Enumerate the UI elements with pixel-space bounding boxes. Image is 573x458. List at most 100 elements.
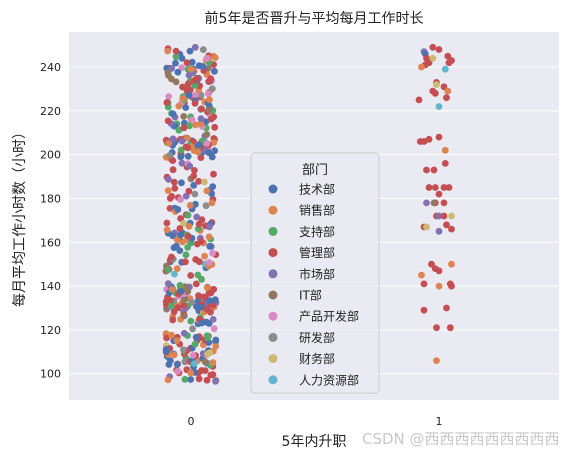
data-point (203, 306, 211, 313)
legend-marker (268, 248, 278, 258)
data-point (178, 179, 185, 187)
x-tick-label: 1 (436, 415, 443, 428)
data-point (443, 94, 450, 102)
data-point (184, 134, 191, 142)
legend-label: 财务部 (299, 351, 335, 366)
data-point (430, 166, 438, 174)
data-point (193, 213, 201, 221)
data-point (176, 225, 184, 232)
data-point (209, 359, 217, 366)
data-point (191, 190, 199, 198)
data-point (197, 238, 205, 245)
data-point (440, 184, 448, 191)
data-point (184, 232, 192, 240)
data-point (168, 253, 175, 261)
data-point (448, 260, 455, 268)
data-point (190, 77, 198, 84)
data-point (172, 53, 180, 61)
legend-label: 技术部 (299, 182, 335, 197)
data-point (212, 336, 220, 344)
data-point (440, 212, 448, 220)
legend-label: 支持部 (299, 224, 335, 239)
data-point (186, 86, 194, 94)
data-point (207, 371, 215, 379)
data-point (435, 282, 443, 290)
data-point (445, 59, 453, 67)
data-point (204, 350, 211, 358)
data-point (188, 116, 196, 124)
data-point (167, 302, 175, 310)
data-point (194, 271, 202, 279)
data-point (198, 319, 206, 327)
y-tick-label: 240 (40, 61, 61, 74)
data-point (166, 152, 174, 159)
data-point (178, 64, 186, 72)
data-point (194, 148, 202, 156)
data-point (168, 286, 176, 293)
legend-label: 市场部 (299, 266, 335, 281)
data-point (204, 90, 212, 98)
data-point (171, 270, 178, 278)
data-point (174, 304, 182, 312)
data-point (210, 325, 218, 333)
data-point (209, 183, 217, 191)
data-point (173, 360, 181, 368)
data-point (191, 167, 198, 174)
data-point (208, 199, 216, 207)
data-point (172, 59, 179, 67)
data-point (431, 184, 439, 191)
data-point (435, 133, 443, 141)
legend-marker (268, 226, 278, 236)
data-point (183, 59, 191, 67)
data-point (173, 337, 181, 344)
data-point (211, 147, 219, 155)
data-point (435, 103, 443, 110)
data-point (195, 292, 202, 300)
data-point (169, 157, 177, 165)
data-point (164, 376, 172, 384)
y-axis-label: 每月平均工作小时数（小时） (12, 125, 28, 307)
data-point (164, 117, 172, 125)
data-point (210, 170, 217, 178)
y-tick-label: 160 (40, 236, 61, 249)
data-point (435, 46, 443, 53)
data-point (435, 190, 443, 198)
data-point (448, 282, 455, 290)
data-point (180, 301, 188, 309)
data-point (164, 47, 172, 55)
data-point (195, 141, 203, 149)
data-point (211, 296, 219, 303)
data-point (187, 369, 195, 377)
data-point (175, 102, 183, 110)
data-point (186, 202, 194, 209)
data-point (435, 212, 443, 220)
y-axis-ticks: 100 120 140 160 180 200 220 240 (40, 61, 61, 381)
data-point (174, 206, 182, 213)
y-tick-label: 180 (40, 192, 61, 205)
data-point (202, 202, 210, 210)
data-point (170, 178, 178, 186)
legend-marker (268, 269, 278, 279)
data-point (174, 68, 182, 76)
data-point (177, 231, 185, 239)
data-point (188, 58, 196, 66)
data-point (420, 306, 428, 314)
data-point (168, 193, 176, 200)
data-point (205, 149, 213, 157)
data-point (165, 176, 172, 183)
data-point (187, 65, 195, 73)
data-point (203, 187, 211, 195)
data-point (196, 258, 203, 266)
data-point (440, 199, 448, 207)
data-point (172, 47, 180, 55)
data-point (163, 219, 171, 227)
data-point (192, 91, 199, 99)
data-point (203, 55, 211, 62)
data-point (415, 96, 423, 104)
data-point (191, 360, 198, 367)
data-point (179, 83, 186, 91)
data-point (435, 267, 443, 275)
data-point (165, 140, 173, 147)
data-point (163, 99, 171, 106)
